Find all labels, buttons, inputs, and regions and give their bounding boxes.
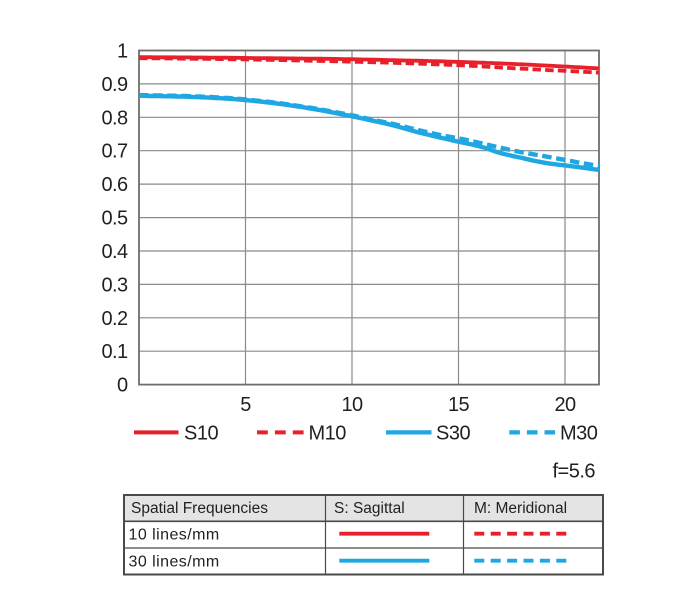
- svg-text:0.3: 0.3: [101, 274, 127, 296]
- svg-text:10: 10: [341, 394, 363, 416]
- svg-text:0.5: 0.5: [101, 208, 127, 230]
- svg-text:1: 1: [117, 41, 128, 63]
- svg-text:30 lines/mm: 30 lines/mm: [129, 553, 220, 570]
- svg-text:M: Meridional: M: Meridional: [474, 500, 567, 517]
- svg-text:0.2: 0.2: [101, 308, 127, 330]
- svg-text:0.1: 0.1: [101, 341, 127, 363]
- svg-text:0.9: 0.9: [101, 74, 127, 96]
- svg-text:20: 20: [554, 394, 576, 416]
- svg-text:0.6: 0.6: [101, 174, 127, 196]
- svg-text:S30: S30: [436, 423, 470, 445]
- svg-text:15: 15: [448, 394, 470, 416]
- svg-text:10 lines/mm: 10 lines/mm: [129, 527, 220, 544]
- svg-text:M30: M30: [560, 423, 598, 445]
- svg-text:f=5.6: f=5.6: [552, 461, 595, 483]
- svg-text:S10: S10: [184, 423, 218, 445]
- svg-text:5: 5: [240, 394, 251, 416]
- svg-text:0.8: 0.8: [101, 107, 127, 129]
- svg-text:0.7: 0.7: [101, 141, 127, 163]
- svg-text:0.4: 0.4: [101, 241, 127, 263]
- svg-text:M10: M10: [309, 423, 347, 445]
- svg-text:S: Sagittal: S: Sagittal: [334, 500, 405, 517]
- svg-text:Spatial Frequencies: Spatial Frequencies: [131, 500, 268, 517]
- svg-text:0: 0: [117, 375, 128, 397]
